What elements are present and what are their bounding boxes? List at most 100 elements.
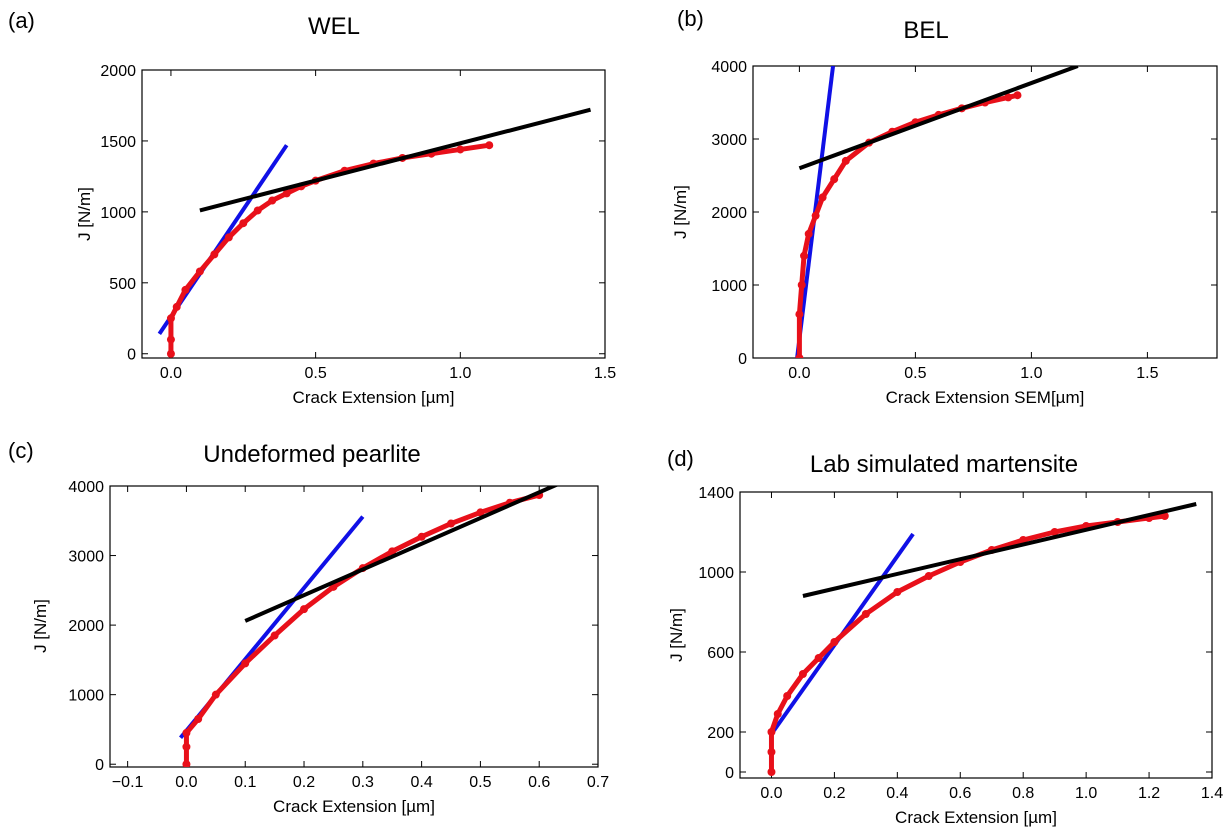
x-tick-label: 0.1 <box>234 774 256 791</box>
black-fit-line <box>199 107 592 213</box>
data-point <box>211 690 220 699</box>
x-tick-label: 0.0 <box>175 774 197 791</box>
chart-panel-c: (c) Undeformed pearlite −0.1 0.0 0.1 0.2 0.3 0.… <box>8 438 609 816</box>
y-tick-label: 0 <box>95 757 104 774</box>
series-group <box>157 107 592 358</box>
y-tick-label: 1000 <box>100 205 136 222</box>
plot-frame <box>739 491 1213 779</box>
x-tick-label: 0.5 <box>904 365 926 382</box>
data-point <box>818 193 827 202</box>
x-tick-label: 1.5 <box>1136 365 1158 382</box>
y-tick-label: 1000 <box>68 688 104 705</box>
data-point <box>797 281 806 289</box>
y-tick-label: 2000 <box>68 618 104 635</box>
panel-label: (c) <box>8 438 34 463</box>
y-tick-label: 2000 <box>711 205 747 222</box>
data-point <box>239 219 248 228</box>
data-point <box>300 605 309 614</box>
chart-title: Lab simulated martensite <box>810 451 1078 478</box>
y-axis-label: J [N/m] <box>75 187 94 241</box>
data-point <box>476 508 485 517</box>
y-tick-label: 500 <box>109 276 136 293</box>
x-tick-label: 0.4 <box>886 785 908 802</box>
x-tick-label: −0.1 <box>112 774 144 791</box>
x-tick-label: 0.0 <box>160 365 182 382</box>
plot-frame <box>752 65 1218 359</box>
y-tick-label: 4000 <box>68 479 104 496</box>
data-point <box>830 175 839 184</box>
data-point <box>814 654 823 662</box>
data-point <box>166 335 175 344</box>
x-tick-label: 1.4 <box>1201 785 1223 802</box>
data-point <box>253 206 262 215</box>
data-point <box>172 302 181 311</box>
chart-panel-a: (a) WEL 0.0 0.5 1.0 1.5 0 500 1000 1500 2000 Crack … <box>8 8 616 407</box>
data-point <box>194 715 203 724</box>
data-point <box>767 728 776 736</box>
data-point <box>282 189 291 198</box>
data-point <box>1004 93 1013 102</box>
data-point <box>800 251 809 260</box>
data-point <box>388 547 397 556</box>
data-point <box>456 145 465 154</box>
x-tick-label: 0.4 <box>410 774 432 791</box>
x-tick-label: 0.3 <box>352 774 374 791</box>
x-tick-label: 1.2 <box>1138 785 1160 802</box>
x-tick-label: 0.6 <box>949 785 971 802</box>
y-tick-label: 3000 <box>711 132 747 149</box>
panel-label: (a) <box>8 8 35 33</box>
y-tick-label: 0 <box>738 351 747 368</box>
y-tick-label: 4000 <box>711 59 747 76</box>
x-tick-label: 1.0 <box>1075 785 1097 802</box>
y-tick-label: 1000 <box>711 278 747 295</box>
x-tick-label: 0.5 <box>469 774 491 791</box>
x-tick-label: 0.8 <box>1012 785 1034 802</box>
data-point <box>767 748 776 756</box>
x-tick-label: 0.7 <box>587 774 609 791</box>
data-point <box>795 354 804 358</box>
panel-label: (d) <box>667 446 694 471</box>
x-axis-label: Crack Extension SEM[µm] <box>886 388 1085 407</box>
black-fit-line <box>802 502 1197 598</box>
data-point <box>166 349 175 358</box>
y-tick-label: 600 <box>707 645 734 662</box>
y-axis-label: J [N/m] <box>667 608 686 662</box>
x-tick-label: 0.6 <box>528 774 550 791</box>
data-point <box>182 760 191 767</box>
x-tick-label: 0.5 <box>305 365 327 382</box>
data-point <box>182 742 191 751</box>
series-group <box>795 66 1079 358</box>
data-series-line <box>768 513 1168 775</box>
x-tick-label: 1.0 <box>449 365 471 382</box>
data-point <box>795 310 804 319</box>
y-axis-label: J [N/m] <box>31 599 50 653</box>
y-tick-label: 0 <box>127 347 136 364</box>
data-point <box>1160 512 1169 520</box>
chart-title: Undeformed pearlite <box>203 441 420 468</box>
x-tick-label: 0.2 <box>823 785 845 802</box>
y-tick-label: 2000 <box>100 63 136 80</box>
data-point <box>447 519 456 528</box>
x-tick-label: 1.5 <box>594 365 616 382</box>
chart-panel-b: (b) BEL 0.0 0.5 1.0 1.5 0 1000 2000 3000 4000 Crack… <box>671 6 1218 407</box>
plot-frame <box>109 485 599 768</box>
data-point <box>268 196 277 205</box>
x-tick-label: 0.0 <box>760 785 782 802</box>
data-point <box>893 588 902 596</box>
data-point <box>1050 528 1059 536</box>
data-point <box>210 250 219 259</box>
data-point <box>485 141 494 150</box>
y-tick-label: 200 <box>707 725 734 742</box>
data-point <box>861 610 870 618</box>
data-point <box>181 285 190 294</box>
chart-title: WEL <box>308 13 360 40</box>
black-fit-line <box>244 486 558 623</box>
y-tick-label: 1000 <box>698 565 734 582</box>
data-point <box>841 156 850 165</box>
data-point <box>1013 91 1022 100</box>
data-point <box>811 211 820 220</box>
chart-panel-d: (d) Lab simulated martensite 0.0 0.2 0.4 0.6 0… <box>667 446 1223 827</box>
x-tick-label: 0.2 <box>293 774 315 791</box>
x-tick-label: 0.0 <box>788 365 810 382</box>
